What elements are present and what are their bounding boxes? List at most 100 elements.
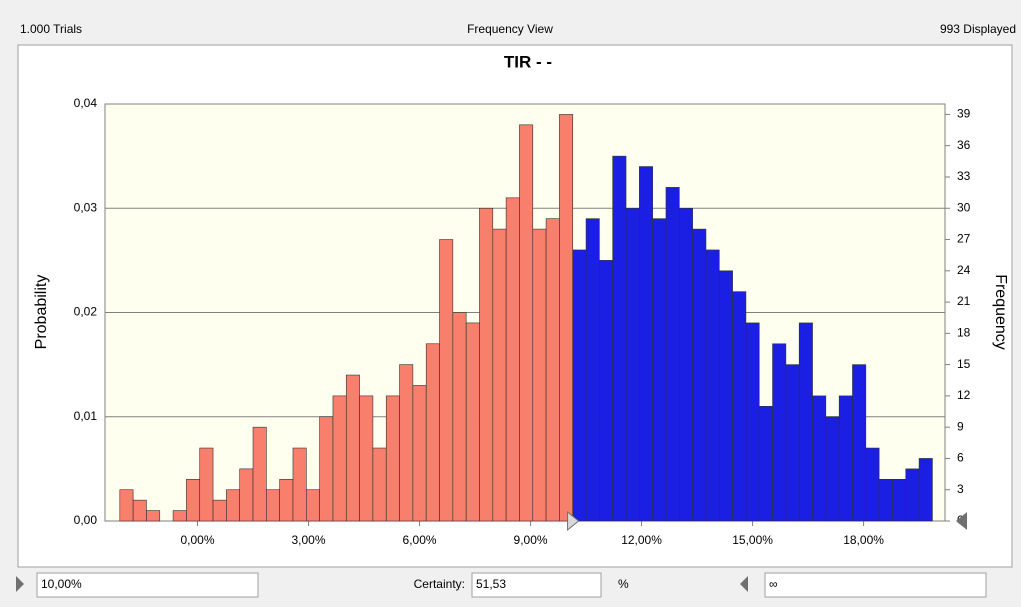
bar [479, 207, 494, 522]
certainty-unit: % [618, 577, 629, 591]
bar [812, 395, 827, 522]
y-tick-label: 0,01 [74, 409, 98, 423]
bar [599, 260, 614, 522]
bar [585, 218, 600, 522]
lower-bound-marker [567, 510, 580, 532]
y2-tick-label: 30 [957, 200, 971, 214]
bar [825, 416, 840, 522]
y-tick-label: 0,03 [74, 200, 98, 214]
lower-bound-arrow[interactable] [16, 576, 24, 592]
chart-title: TIR - - [504, 52, 552, 71]
bar [798, 322, 813, 522]
lower-bound-box[interactable] [36, 572, 259, 598]
bar [612, 155, 627, 522]
bar [359, 395, 374, 522]
x-tick-label: 15,00% [732, 533, 773, 547]
trials: 1.000 Trials [20, 22, 82, 36]
y2-tick-label: 33 [957, 169, 971, 183]
bar [705, 249, 720, 522]
y2-tick-label: 15 [957, 357, 971, 371]
bar [332, 395, 347, 522]
bar [718, 270, 733, 522]
upper-bound-box[interactable] [764, 572, 987, 598]
bar [425, 343, 440, 522]
bar [412, 385, 427, 522]
bar [745, 322, 760, 522]
upper-bound-input[interactable]: ∞ [769, 577, 778, 591]
bar [385, 395, 400, 522]
bar [838, 395, 853, 522]
bar [679, 207, 693, 522]
y2-tick-label: 21 [957, 294, 971, 308]
y2-tick-label: 12 [957, 388, 971, 402]
bar [372, 447, 387, 522]
bar [306, 489, 320, 522]
bar [226, 489, 240, 522]
bar [532, 228, 547, 522]
bar [399, 364, 414, 522]
bar [172, 510, 187, 522]
bar [772, 343, 787, 522]
lower-bound-input[interactable]: 10,00% [41, 577, 82, 591]
bar [146, 510, 161, 522]
plot: 0,000,010,020,030,0403691215182124273033… [74, 96, 971, 547]
bar [732, 291, 747, 522]
certainty-label: Certainty: [414, 577, 465, 591]
bar [652, 218, 667, 522]
bar [625, 207, 640, 522]
bar [852, 364, 867, 522]
y2-tick-label: 39 [957, 107, 971, 121]
bar [519, 124, 534, 522]
bar [878, 478, 893, 522]
y2-axis-label: Frequency [992, 274, 1009, 350]
bar [892, 478, 907, 522]
upper-bound-marker [956, 512, 967, 530]
y-axis-label: Probability [33, 275, 50, 350]
y2-tick-label: 24 [957, 263, 971, 277]
x-tick-label: 9,00% [514, 533, 548, 547]
bar [279, 478, 294, 522]
x-tick-label: 18,00% [843, 533, 884, 547]
y-tick-label: 0,02 [74, 305, 98, 319]
bar [252, 426, 267, 522]
bar [319, 416, 334, 522]
bar [186, 478, 201, 522]
bar [239, 468, 254, 522]
bar [905, 468, 920, 522]
bar [199, 447, 214, 522]
upper-bound-arrow[interactable] [740, 576, 748, 592]
bar [785, 364, 800, 522]
bar [492, 228, 507, 522]
bar [505, 197, 520, 522]
y2-tick-label: 18 [957, 326, 971, 340]
bar [266, 489, 280, 522]
bar [572, 249, 587, 522]
bar [132, 499, 147, 522]
x-tick-label: 3,00% [292, 533, 326, 547]
certainty-input[interactable]: 51,53 [476, 577, 506, 591]
y2-tick-label: 27 [957, 232, 971, 246]
bar [345, 374, 360, 522]
y-tick-label: 0,00 [74, 513, 98, 527]
bar [439, 239, 454, 522]
displayed: 993 Displayed [940, 22, 1016, 36]
bar [918, 458, 933, 522]
y2-tick-label: 9 [957, 419, 964, 433]
x-tick-label: 0,00% [180, 533, 214, 547]
bar [865, 447, 880, 522]
bar [292, 447, 307, 522]
y-tick-label: 0,04 [74, 96, 98, 110]
certainty-box[interactable] [471, 572, 602, 598]
bar [452, 312, 467, 522]
bar [212, 499, 227, 522]
x-tick-label: 12,00% [621, 533, 662, 547]
bar [665, 187, 680, 522]
view-name: Frequency View [467, 22, 553, 36]
bar [119, 489, 134, 522]
bar [692, 228, 707, 522]
y2-tick-label: 3 [957, 482, 964, 496]
bar [465, 322, 480, 522]
